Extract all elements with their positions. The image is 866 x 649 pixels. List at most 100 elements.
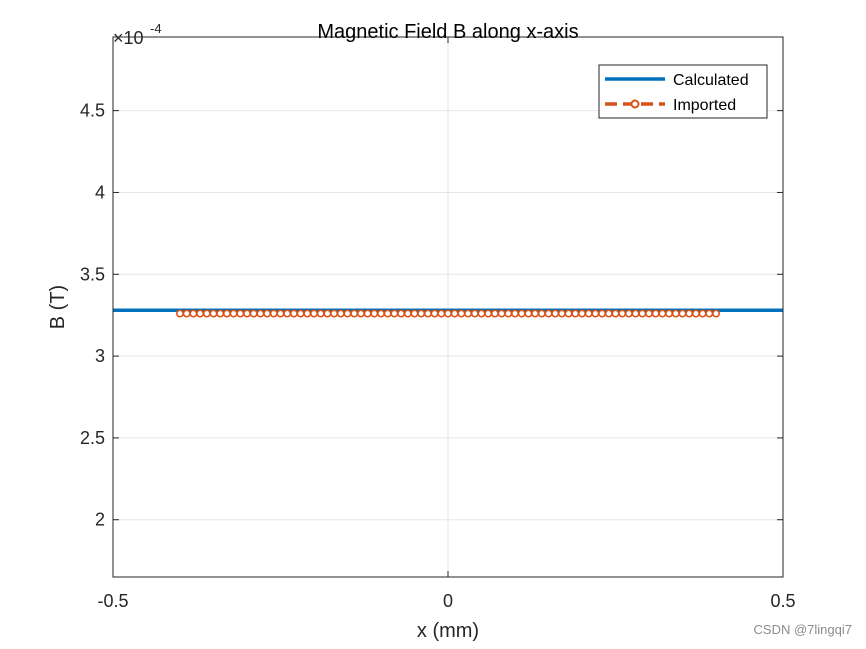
series-imported-marker — [490, 309, 499, 318]
legend-label-imported: Imported — [673, 97, 736, 114]
series-imported-marker — [309, 309, 318, 318]
series-imported-marker — [283, 309, 292, 318]
series-imported-marker — [457, 309, 466, 318]
x-tick-label: -0.5 — [97, 591, 128, 611]
series-imported-marker — [196, 309, 205, 318]
y-tick-label: 2.5 — [80, 428, 105, 448]
series-imported-marker — [537, 309, 546, 318]
ticks — [112, 37, 784, 577]
series-imported-marker — [571, 309, 580, 318]
series-imported-marker — [390, 309, 399, 318]
series-imported-marker — [202, 309, 211, 318]
series-imported-marker — [323, 309, 332, 318]
series-imported-marker — [531, 309, 540, 318]
series-imported-marker — [182, 309, 191, 318]
series-imported-marker — [176, 309, 185, 318]
y-exponent-label: ×10 -4 — [113, 21, 162, 48]
y-tick-label: 3.5 — [80, 264, 105, 284]
series-imported-marker — [524, 309, 533, 318]
series-imported-marker — [638, 309, 647, 318]
series-imported-marker — [604, 309, 613, 318]
series-imported-marker — [577, 309, 586, 318]
series-imported-marker — [477, 309, 486, 318]
series-imported-marker — [256, 309, 265, 318]
series-imported-marker — [316, 309, 325, 318]
series-imported-marker — [296, 309, 305, 318]
series-imported-marker — [510, 309, 519, 318]
series-imported-marker — [403, 309, 412, 318]
series-imported-marker — [624, 309, 633, 318]
legend-marker-imported — [630, 99, 640, 109]
series-imported-marker — [618, 309, 627, 318]
series-imported-marker — [544, 309, 553, 318]
series-imported-marker — [504, 309, 513, 318]
series-imported-marker — [350, 309, 359, 318]
series-imported-marker — [470, 309, 479, 318]
series-imported-marker — [651, 309, 660, 318]
series-imported-marker — [517, 309, 526, 318]
y-exponent-power: -4 — [150, 21, 162, 36]
legend: Calculated Imported — [598, 64, 768, 119]
series-imported-marker — [698, 309, 707, 318]
series-imported-marker — [269, 309, 278, 318]
series-imported-marker — [397, 309, 406, 318]
series-imported-marker — [658, 309, 667, 318]
series-imported-marker — [243, 309, 252, 318]
x-tick-label: 0 — [443, 591, 453, 611]
series-imported-marker — [711, 309, 720, 318]
legend-box — [598, 64, 768, 119]
series-imported-marker — [450, 309, 459, 318]
series-imported-marker — [423, 309, 432, 318]
series-layer — [113, 308, 783, 318]
series-imported-marker — [249, 309, 258, 318]
series-imported-marker — [644, 309, 653, 318]
series-imported-marker — [437, 309, 446, 318]
tick-labels: -0.5 0 0.5 2 2.5 3 3.5 4 4.5 — [80, 101, 796, 611]
series-imported-marker — [289, 309, 298, 318]
y-tick-label: 2 — [95, 510, 105, 530]
legend-label-calculated: Calculated — [673, 72, 749, 89]
series-imported-marker — [216, 309, 225, 318]
series-imported-marker — [263, 309, 272, 318]
series-imported-marker — [557, 309, 566, 318]
series-imported-marker — [691, 309, 700, 318]
y-tick-label: 4 — [95, 182, 105, 202]
series-imported-marker — [443, 309, 452, 318]
series-imported-marker — [209, 309, 218, 318]
series-imported-marker — [229, 309, 238, 318]
series-imported-marker — [236, 309, 245, 318]
series-imported-marker — [551, 309, 560, 318]
y-tick-label: 3 — [95, 346, 105, 366]
series-imported-marker — [430, 309, 439, 318]
series-imported-marker — [343, 309, 352, 318]
y-tick-label: 4.5 — [80, 101, 105, 121]
series-imported-marker — [598, 309, 607, 318]
series-imported-marker — [410, 309, 419, 318]
series-imported-marker — [417, 309, 426, 318]
series-imported-marker — [678, 309, 687, 318]
series-imported-marker — [564, 309, 573, 318]
series-imported-marker — [276, 309, 285, 318]
series-imported-marker — [705, 309, 714, 318]
series-imported-marker — [363, 309, 372, 318]
series-imported-marker — [611, 309, 620, 318]
y-exponent-base: ×10 — [113, 28, 144, 48]
series-imported-marker — [497, 309, 506, 318]
series-imported-marker — [464, 309, 473, 318]
x-tick-label: 0.5 — [770, 591, 795, 611]
series-imported-marker — [330, 309, 339, 318]
series-imported-marker — [222, 309, 231, 318]
series-imported-marker — [370, 309, 379, 318]
watermark: CSDN @7lingqi7 — [753, 622, 852, 637]
series-imported-marker — [584, 309, 593, 318]
series-imported-marker — [383, 309, 392, 318]
series-imported-marker — [376, 309, 385, 318]
series-imported-marker — [336, 309, 345, 318]
series-imported-marker — [303, 309, 312, 318]
chart-title: Magnetic Field B along x-axis — [317, 21, 578, 43]
series-imported-marker — [665, 309, 674, 318]
x-axis-title: x (mm) — [417, 620, 479, 642]
series-imported-marker — [356, 309, 365, 318]
series-imported-marker — [591, 309, 600, 318]
